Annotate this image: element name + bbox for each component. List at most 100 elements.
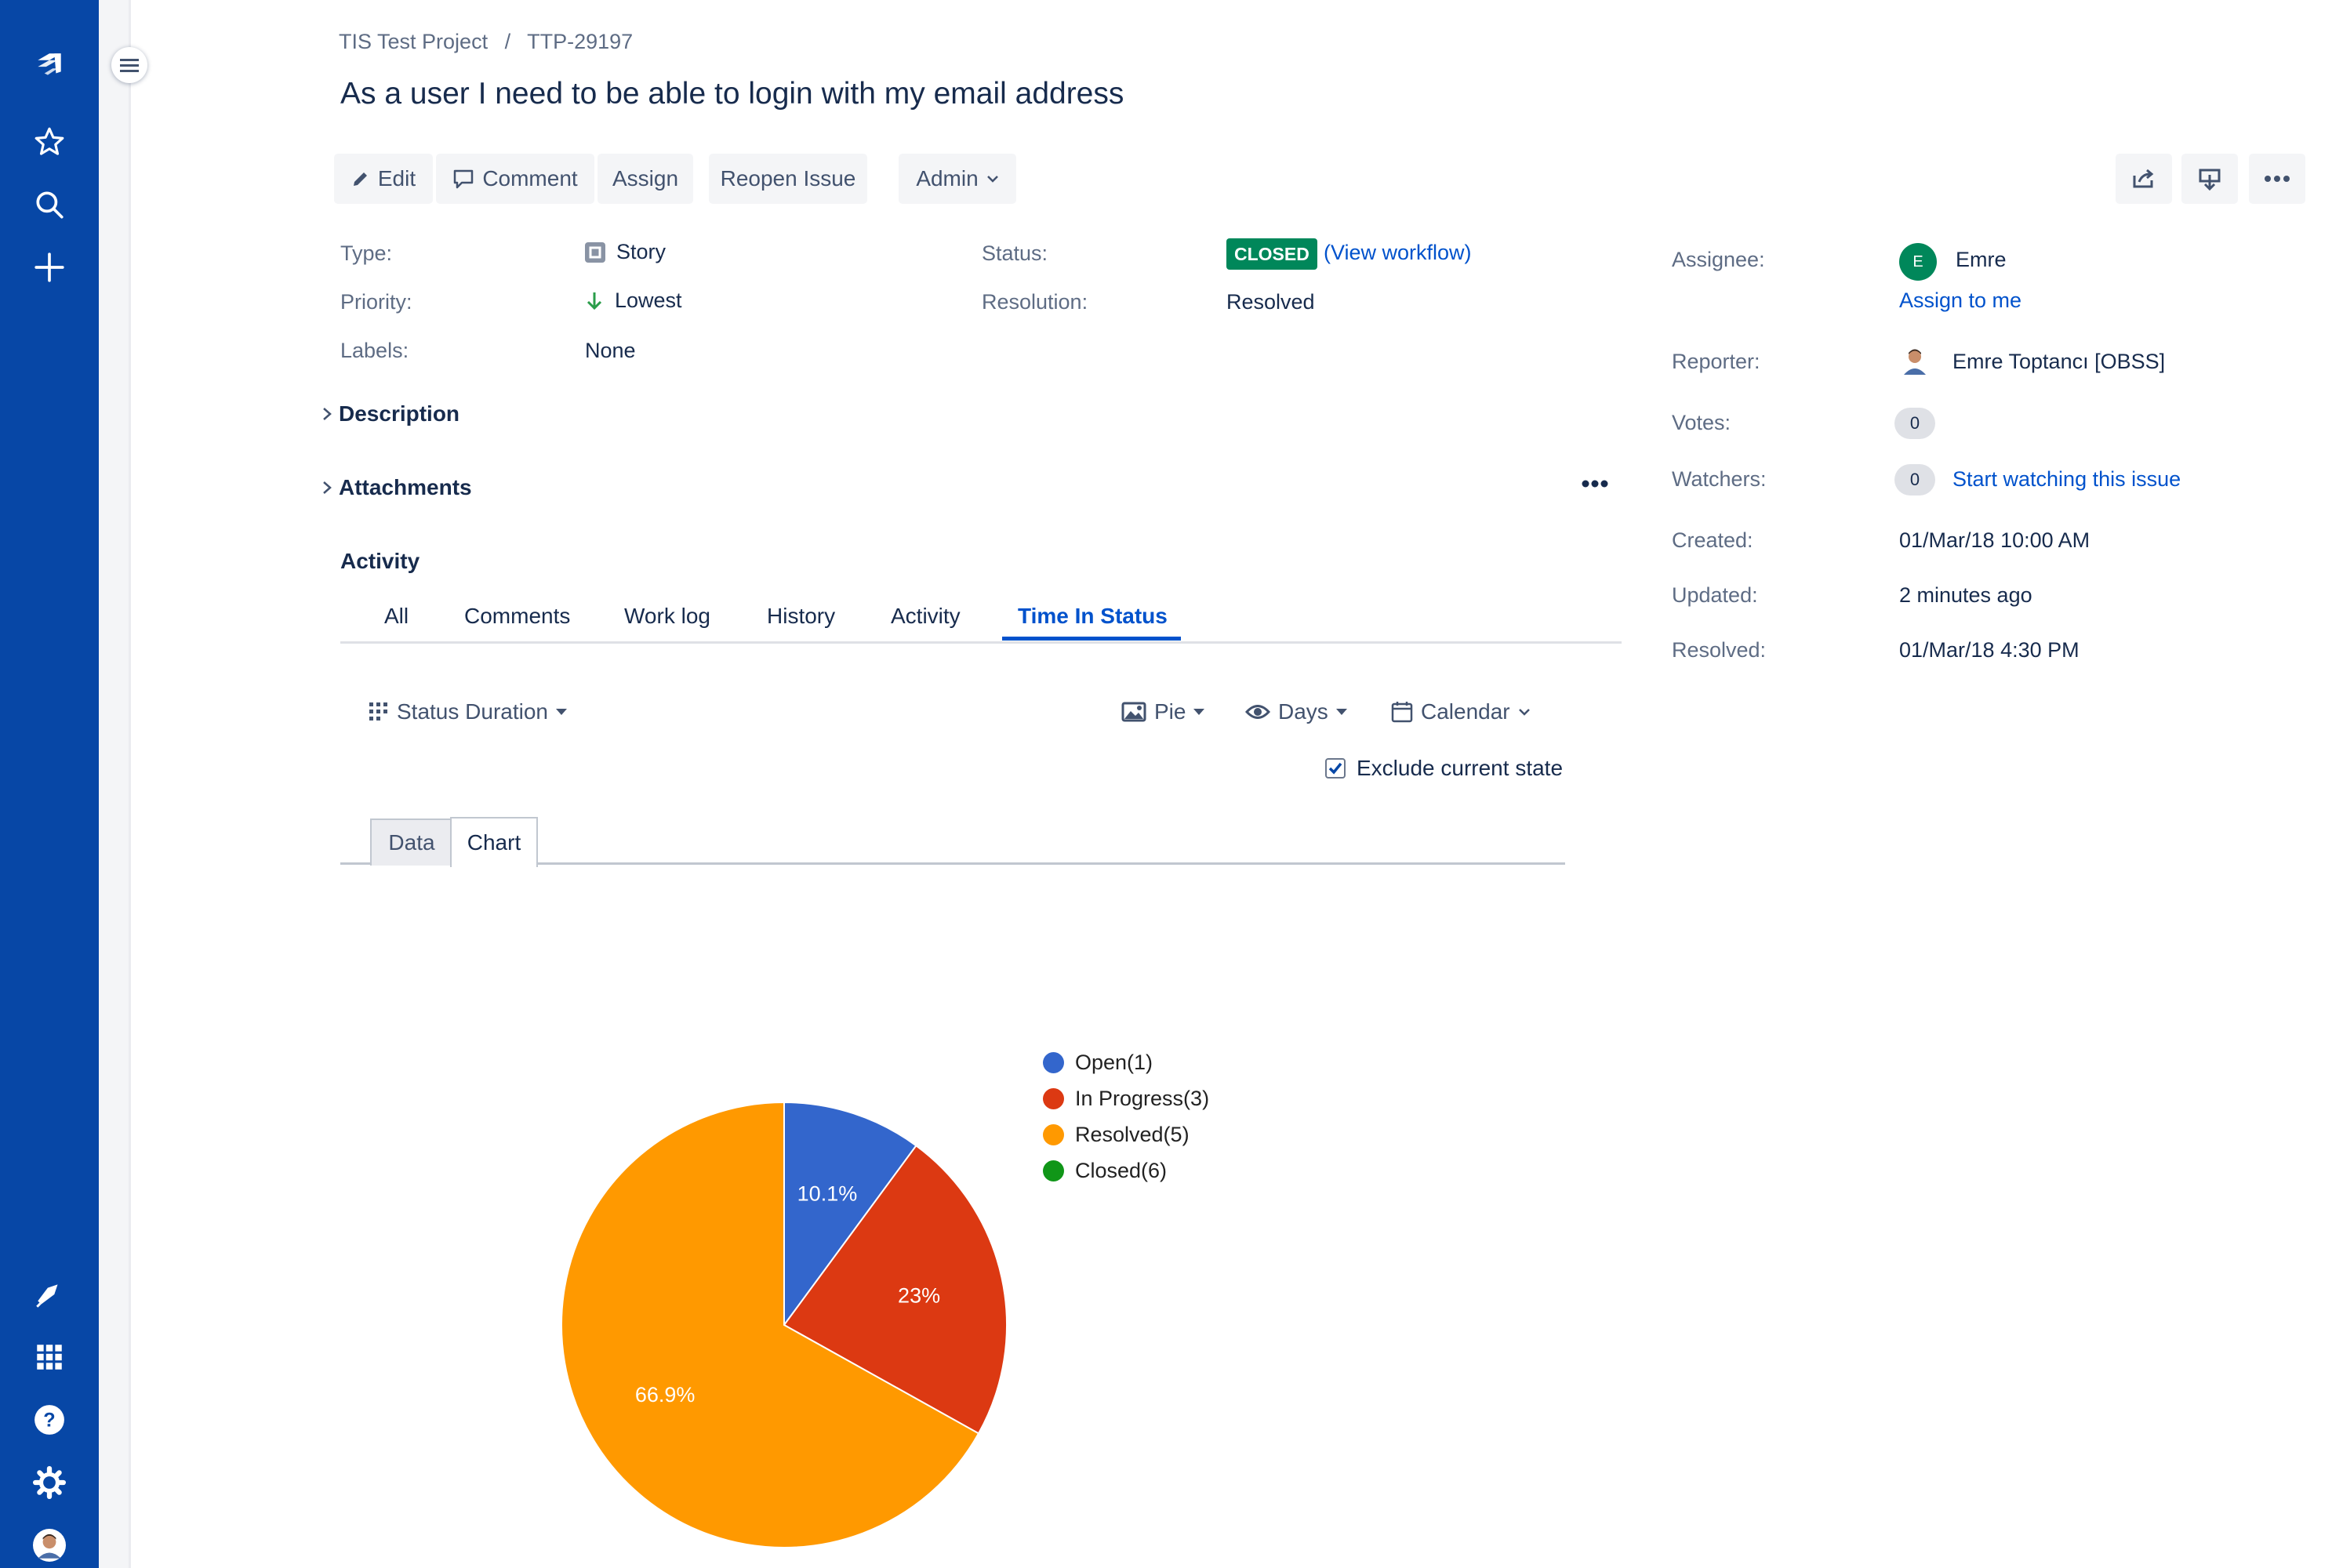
legend-dot-open [1043,1052,1064,1073]
tab-work-log[interactable]: Work log [624,604,710,628]
resolved-value: 01/Mar/18 4:30 PM [1899,638,2080,662]
calendar-icon [1391,702,1413,723]
tab-activity[interactable]: Activity [891,604,961,628]
watchers-count[interactable]: 0 [1894,464,1935,495]
app-switcher-icon[interactable] [28,1336,71,1378]
labels-label: Labels: [340,339,409,362]
caret-down-icon [1335,709,1347,715]
more-icon [2265,176,2290,182]
attachments-toggle[interactable]: Attachments [321,475,472,500]
expand-sidebar-button[interactable] [111,47,147,83]
tab-history[interactable]: History [767,604,836,628]
view-tabs-divider [340,862,1565,865]
tab-all[interactable]: All [384,604,409,628]
reopen-issue-button[interactable]: Reopen Issue [709,154,867,204]
created-label: Created: [1672,528,1753,552]
updated-label: Updated: [1672,583,1758,607]
export-button[interactable] [2181,154,2238,204]
priority-value[interactable]: Lowest [585,289,682,313]
priority-label: Priority: [340,290,412,314]
created-value: 01/Mar/18 10:00 AM [1899,528,2090,552]
time-in-status-pie-chart: 10.1% 23% 66.9% [561,1101,1008,1548]
description-toggle[interactable]: Description [321,401,459,426]
pie-slice-0[interactable] [783,1101,917,1328]
legend-label-open: Open(1) [1075,1051,1153,1074]
checkbox-checked-icon[interactable] [1325,758,1346,779]
votes-count[interactable]: 0 [1894,408,1935,439]
view-workflow-link[interactable]: (View workflow) [1324,241,1472,264]
admin-dropdown[interactable]: Admin [899,154,1016,204]
tab-comments[interactable]: Comments [464,604,571,628]
status-badge: CLOSED [1226,238,1317,270]
labels-value: None [585,339,636,362]
data-tab[interactable]: Data [370,818,453,866]
avatar[interactable] [28,1524,71,1566]
settings-icon[interactable] [28,1461,71,1504]
start-watching-link[interactable]: Start watching this issue [1952,467,2181,491]
chevron-right-icon [323,408,332,420]
megaphone-icon[interactable] [28,1273,71,1316]
votes-label: Votes: [1672,411,1731,434]
assign-button[interactable]: Assign [598,154,693,204]
grid-icon [369,702,387,720]
description-heading: Description [339,401,460,426]
exclude-current-state-option[interactable]: Exclude current state [1325,756,1563,781]
story-icon [585,241,605,263]
admin-label: Admin [916,166,979,191]
pencil-icon [353,172,367,186]
caret-down-icon [1193,709,1205,715]
legend-item-closed[interactable]: Closed(6) [1043,1159,1167,1183]
reporter-name[interactable]: Emre Toptancı [OBSS] [1952,350,2166,373]
pie-slice-1[interactable] [783,1144,1008,1435]
type-label: Type: [340,241,393,265]
legend-item-open[interactable]: Open(1) [1043,1051,1153,1075]
edit-label: Edit [377,166,416,191]
svg-text:?: ? [43,1409,55,1431]
breadcrumb-separator: / [504,30,511,53]
breadcrumb-project[interactable]: TIS Test Project [339,30,489,53]
legend-label-in-progress: In Progress(3) [1075,1087,1210,1110]
chevron-down-icon [1518,709,1530,716]
menu-icon [120,59,139,72]
star-icon[interactable] [28,121,71,163]
chevron-down-icon [986,176,998,183]
caret-down-icon [556,709,567,715]
time-unit-label: Days [1278,699,1328,724]
updated-value: 2 minutes ago [1899,583,2032,607]
pie-label-2: 66.9% [635,1383,696,1406]
issue-title[interactable]: As a user I need to be able to login wit… [340,77,1124,111]
resolution-label: Resolution: [982,290,1088,314]
activity-heading: Activity [340,549,420,573]
more-actions-button[interactable] [2249,154,2305,204]
comment-button[interactable]: Comment [436,154,594,204]
pie-label-0: 10.1% [797,1182,858,1206]
status-label: Status: [982,241,1048,265]
assignee-avatar: E [1899,243,1937,281]
legend-dot-in-progress [1043,1088,1064,1109]
assign-to-me-link[interactable]: Assign to me [1899,289,2022,312]
pie-slice-2[interactable] [561,1101,980,1548]
jira-logo-icon[interactable] [28,44,71,86]
plus-icon[interactable] [28,246,71,289]
legend-label-closed: Closed(6) [1075,1159,1168,1182]
status-duration-dropdown[interactable]: Status Duration [369,699,567,724]
help-icon[interactable]: ? [28,1399,71,1441]
more-icon [1582,480,1608,488]
breadcrumb-issue-key[interactable]: TTP-29197 [527,30,634,53]
chart-type-dropdown[interactable]: Pie [1121,699,1205,724]
tab-time-in-status[interactable]: Time In Status [1018,604,1168,628]
legend-item-in-progress[interactable]: In Progress(3) [1043,1087,1209,1111]
attachments-more-button[interactable] [1581,478,1609,492]
export-icon [2199,169,2221,191]
edit-button[interactable]: Edit [334,154,433,204]
priority-value-text: Lowest [615,289,682,312]
calendar-dropdown[interactable]: Calendar [1391,699,1531,724]
share-button[interactable] [2116,154,2172,204]
legend-dot-closed [1043,1160,1064,1181]
type-value[interactable]: Story [585,240,666,264]
chart-tab[interactable]: Chart [450,817,538,867]
assignee-name[interactable]: Emre [1956,248,2007,271]
legend-item-resolved[interactable]: Resolved(5) [1043,1123,1190,1147]
time-unit-dropdown[interactable]: Days [1245,699,1347,724]
search-icon[interactable] [28,183,71,226]
